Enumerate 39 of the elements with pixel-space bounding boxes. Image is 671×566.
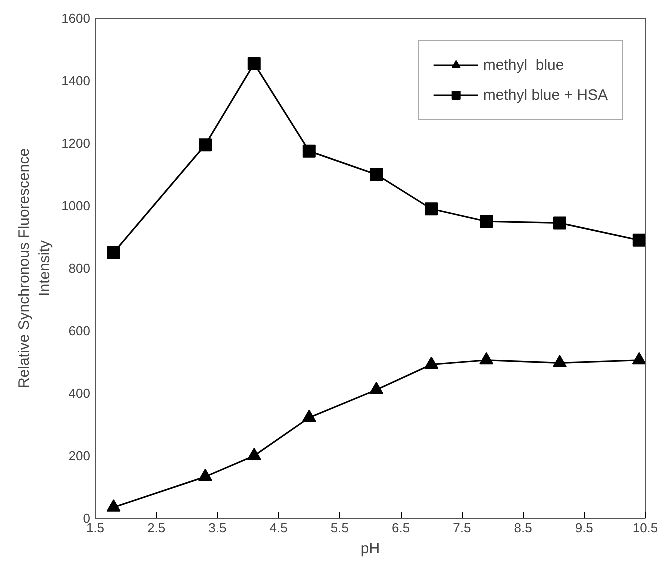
x-tick-label: 4.5 xyxy=(270,520,288,536)
y-tick-label: 400 xyxy=(68,386,91,401)
y-tick-label: 600 xyxy=(68,324,91,338)
point xyxy=(632,234,646,247)
point xyxy=(480,352,494,365)
y-tick-label: 1600 xyxy=(62,11,90,26)
point xyxy=(198,468,212,482)
point xyxy=(106,500,121,512)
legend-label: methyl blue + HSA xyxy=(483,86,608,104)
point xyxy=(107,246,120,260)
point xyxy=(247,448,262,460)
y-tick-label: 800 xyxy=(68,261,91,276)
x-tick-label: 9.5 xyxy=(575,520,594,536)
point xyxy=(370,168,384,182)
x-tick-label: 10.5 xyxy=(632,520,658,536)
y-axis-title: Relative Synchronous Fluorescence Intensity xyxy=(16,148,54,389)
point xyxy=(480,215,494,228)
point xyxy=(552,355,567,368)
x-tick-label: 6.5 xyxy=(392,520,410,536)
y-tick-label: 1400 xyxy=(62,74,90,88)
y-tick-label: 1200 xyxy=(62,136,90,151)
y-tick-label: 1000 xyxy=(62,198,90,214)
legend-label: methyl blue xyxy=(483,56,564,74)
x-axis-title: pH xyxy=(360,540,380,558)
point xyxy=(199,138,212,152)
x-tick-label: 8.5 xyxy=(514,520,532,536)
point xyxy=(370,382,384,394)
point xyxy=(302,144,316,158)
point xyxy=(248,57,261,70)
x-tick-label: 2.5 xyxy=(148,520,166,536)
x-tick-label: 5.5 xyxy=(330,520,349,536)
point xyxy=(632,352,646,365)
point xyxy=(425,202,438,216)
x-tick-label: 3.5 xyxy=(208,520,227,536)
point xyxy=(424,356,439,370)
point xyxy=(302,410,316,422)
point xyxy=(553,216,566,230)
x-tick-label: 7.5 xyxy=(453,520,472,536)
y-tick-label: 200 xyxy=(68,448,91,464)
